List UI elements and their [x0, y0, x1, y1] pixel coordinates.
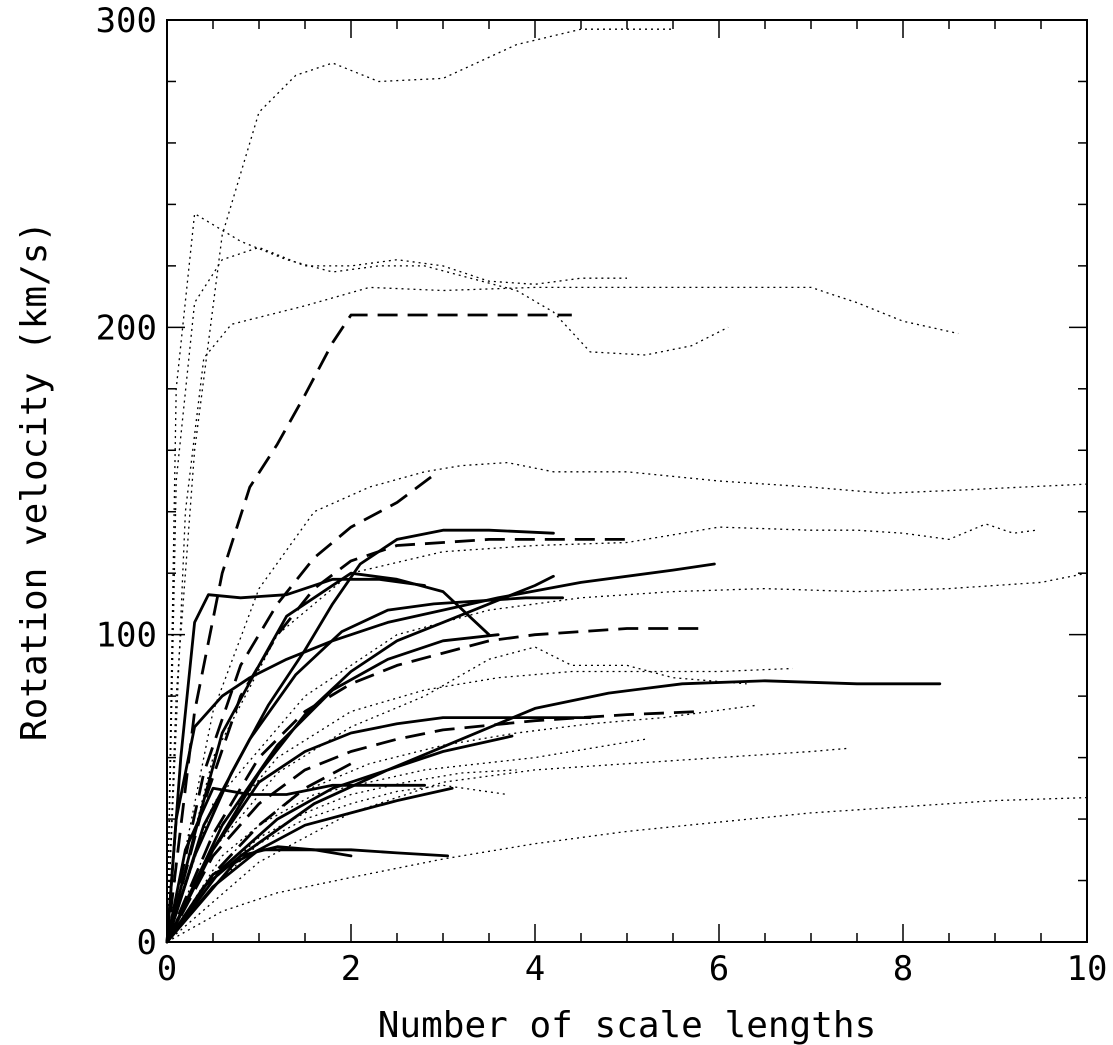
- rotation-curve-8: [165, 679, 942, 944]
- x-tick-label: 0: [157, 949, 177, 989]
- rotation-curve-33: [166, 784, 508, 943]
- rotation-curve-3: [165, 571, 491, 944]
- rotation-curve-20: [165, 762, 352, 943]
- rotation-curve-24: [166, 286, 959, 943]
- rotation-curve-31: [166, 738, 646, 943]
- rotation-curve-25: [166, 461, 1088, 943]
- rotation-curve-18: [165, 627, 701, 943]
- rotation-curve-1: [165, 577, 427, 944]
- curves-layer: [165, 28, 1088, 944]
- y-tick-label: 0: [137, 923, 157, 963]
- x-tick-label: 6: [709, 949, 729, 989]
- rotation-curve-35: [166, 796, 1088, 943]
- x-tick-label: 10: [1067, 949, 1108, 989]
- rotation-curve-2: [165, 528, 555, 944]
- rotation-curve-9: [165, 716, 592, 944]
- y-tick-label: 300: [96, 1, 157, 41]
- rotation-curve-29: [166, 646, 747, 943]
- rotation-curve-16: [165, 473, 435, 943]
- rotation-curve-7: [165, 633, 500, 944]
- rotation-curve-15: [165, 313, 572, 943]
- y-tick-label: 200: [96, 308, 157, 348]
- rotation-curve-26: [166, 523, 1037, 943]
- y-tick-label: 100: [96, 616, 157, 656]
- x-tick-label: 4: [525, 949, 545, 989]
- rotation-curve-6: [165, 562, 716, 944]
- x-axis-label: Number of scale lengths: [378, 1005, 877, 1045]
- x-tick-label: 2: [341, 949, 361, 989]
- rotation-curve-28: [166, 667, 793, 943]
- rotation-curve-17: [165, 538, 627, 943]
- rotation-curve-22: [166, 212, 729, 943]
- rotation-curve-34: [166, 769, 517, 943]
- rotation-curve-23: [166, 246, 627, 943]
- rotation-curve-12: [165, 786, 454, 944]
- rotation-curve-32: [166, 747, 848, 943]
- rotation-curve-19: [165, 710, 701, 943]
- rotation-curve-30: [166, 704, 756, 943]
- rotation-curve-21: [166, 28, 673, 943]
- x-tick-label: 8: [893, 949, 913, 989]
- plot-frame: [166, 19, 1088, 943]
- rotation-curve-13: [165, 848, 450, 944]
- y-axis-label: Rotation velocity (km/s): [14, 221, 55, 741]
